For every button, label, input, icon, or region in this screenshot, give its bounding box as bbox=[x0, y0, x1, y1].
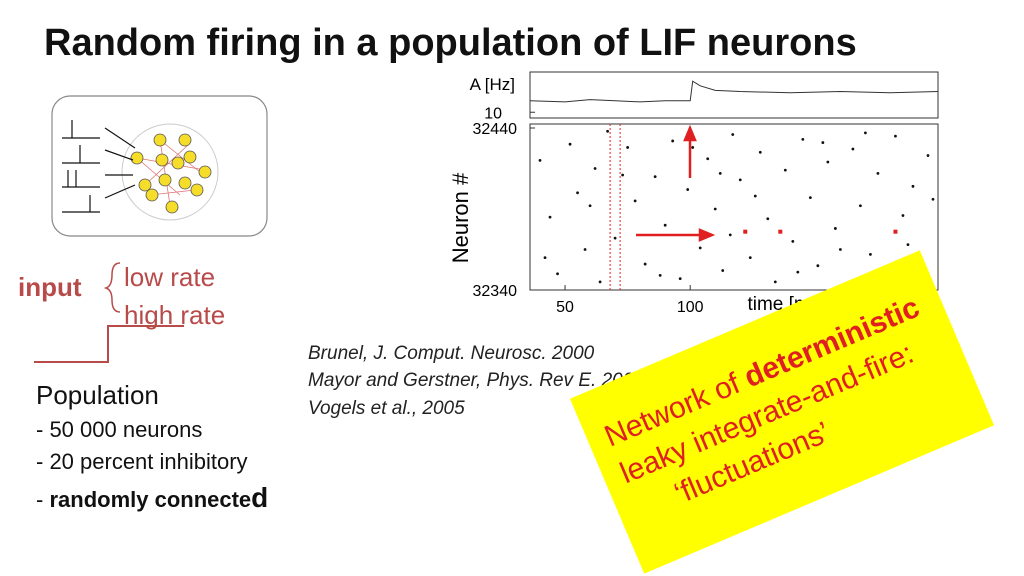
tick-label: 10 bbox=[484, 105, 502, 122]
spike bbox=[894, 134, 897, 138]
population-heading: Population bbox=[36, 380, 159, 410]
input-label: input bbox=[18, 272, 82, 302]
spike bbox=[911, 184, 915, 188]
spike bbox=[851, 147, 855, 151]
spike bbox=[643, 262, 647, 266]
marked-spike bbox=[893, 229, 898, 234]
spike bbox=[808, 196, 812, 200]
spike bbox=[926, 154, 930, 157]
spike bbox=[906, 243, 910, 247]
spike bbox=[773, 280, 777, 284]
raster-frame bbox=[529, 123, 939, 291]
spike bbox=[613, 236, 617, 240]
spike bbox=[931, 197, 935, 201]
marked-spike bbox=[743, 229, 748, 234]
spike bbox=[826, 160, 830, 164]
low-rate: low rate bbox=[124, 262, 216, 292]
spike bbox=[783, 168, 787, 172]
spike bbox=[593, 167, 597, 170]
high-rate: high rate bbox=[124, 300, 226, 330]
spike bbox=[568, 142, 572, 146]
spike bbox=[653, 175, 657, 179]
spike bbox=[869, 252, 872, 256]
spike bbox=[876, 171, 880, 175]
neurons bbox=[130, 133, 212, 214]
spike bbox=[658, 274, 662, 277]
spike bbox=[728, 233, 732, 237]
spike bbox=[796, 270, 800, 274]
spike bbox=[859, 204, 862, 208]
arrow bbox=[636, 124, 716, 242]
brace bbox=[103, 262, 121, 313]
rate-label: A [Hz] bbox=[470, 75, 515, 94]
spike bbox=[731, 133, 735, 136]
spike bbox=[698, 246, 702, 250]
spike bbox=[691, 146, 695, 149]
tick-label: 100 bbox=[677, 299, 704, 316]
bold-last-letter: d bbox=[251, 482, 269, 513]
spike bbox=[738, 178, 742, 182]
spike bbox=[538, 159, 542, 162]
spike bbox=[548, 215, 552, 219]
spike bbox=[713, 207, 717, 211]
step-input bbox=[34, 325, 184, 363]
spike bbox=[556, 272, 559, 276]
input-spikes bbox=[62, 120, 136, 213]
spike bbox=[583, 248, 587, 251]
tick-label: 32340 bbox=[473, 283, 518, 300]
slide-title: Random firing in a population of LIF neu… bbox=[44, 22, 857, 64]
population-item: - randomly connected bbox=[36, 482, 268, 514]
y-axis-label: Neuron # bbox=[448, 172, 473, 263]
spike bbox=[766, 217, 770, 221]
spike bbox=[838, 248, 842, 251]
connections bbox=[136, 139, 206, 206]
spike bbox=[758, 150, 762, 154]
spike bbox=[833, 227, 837, 230]
spike bbox=[671, 139, 675, 143]
spike bbox=[864, 131, 867, 135]
callout-box bbox=[569, 250, 995, 574]
reference: Mayor and Gerstner, Phys. Rev E. 2005 bbox=[308, 370, 644, 391]
population-item: - 50 000 neurons bbox=[36, 417, 203, 442]
marked-spike bbox=[778, 229, 783, 234]
spike bbox=[663, 223, 667, 227]
spike bbox=[753, 194, 757, 198]
spike bbox=[718, 171, 722, 175]
spike bbox=[621, 173, 625, 177]
spike bbox=[588, 204, 592, 208]
spike bbox=[606, 129, 609, 133]
rate-frame bbox=[529, 71, 939, 119]
rate-trace bbox=[529, 80, 939, 103]
spike bbox=[633, 199, 637, 203]
spike bbox=[901, 214, 905, 217]
spike bbox=[706, 157, 710, 161]
spike bbox=[626, 146, 630, 149]
spike bbox=[816, 264, 820, 268]
spike bbox=[598, 280, 602, 284]
population-item: - 20 percent inhibitory bbox=[36, 449, 248, 474]
spike bbox=[543, 256, 547, 259]
spike bbox=[686, 188, 690, 191]
spike bbox=[678, 277, 682, 281]
spike bbox=[576, 191, 579, 195]
tick-label: 32440 bbox=[473, 121, 518, 138]
tick-label: 50 bbox=[556, 299, 574, 316]
reference: Brunel, J. Comput. Neurosc. 2000 bbox=[308, 343, 595, 364]
spike bbox=[791, 240, 795, 243]
spike bbox=[748, 256, 752, 259]
spike bbox=[721, 269, 725, 272]
reference: Vogels et al., 2005 bbox=[308, 398, 465, 419]
spike bbox=[801, 137, 805, 141]
bold-text: randomly connecte bbox=[49, 487, 252, 512]
bullet: - bbox=[36, 487, 50, 512]
callout: Network of deterministic leaky integrate… bbox=[569, 250, 995, 574]
spike bbox=[821, 141, 825, 144]
